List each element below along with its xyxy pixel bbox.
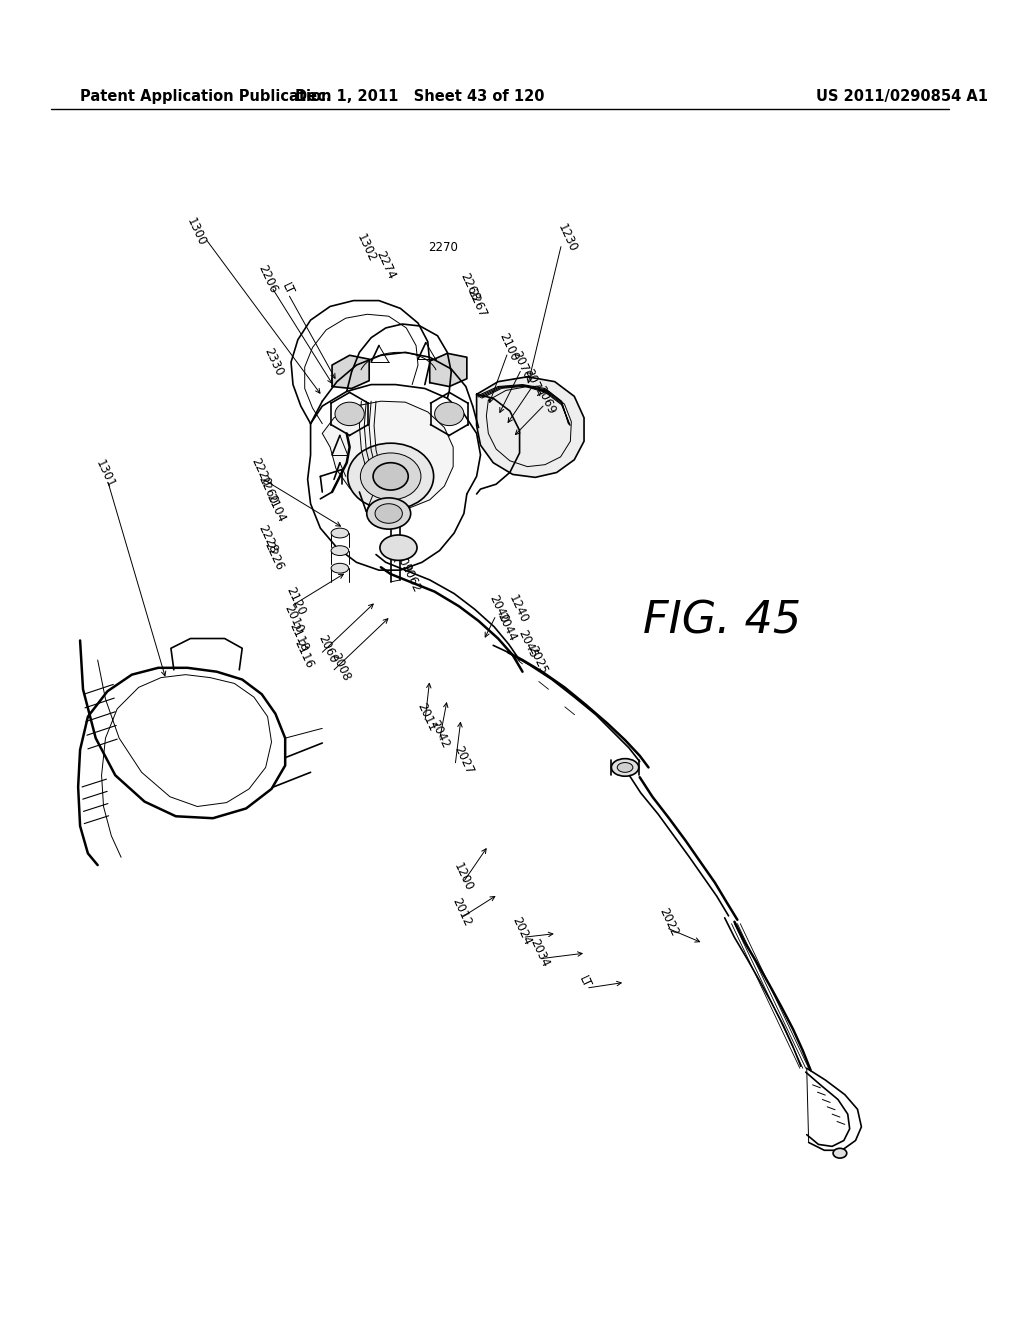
Text: 1300: 1300	[183, 216, 208, 248]
Ellipse shape	[331, 528, 348, 539]
Ellipse shape	[348, 444, 433, 510]
Text: FIG. 45: FIG. 45	[643, 599, 801, 643]
Text: 1200: 1200	[452, 861, 475, 894]
Text: US 2011/0290854 A1: US 2011/0290854 A1	[815, 88, 987, 104]
Text: 2034: 2034	[527, 937, 552, 969]
Text: 2260: 2260	[256, 474, 281, 507]
Text: 2104: 2104	[264, 491, 288, 524]
Text: 2069: 2069	[534, 384, 558, 417]
Text: 2100: 2100	[497, 331, 520, 364]
Text: 2024: 2024	[510, 915, 535, 948]
Ellipse shape	[360, 453, 421, 500]
Ellipse shape	[611, 759, 639, 776]
Polygon shape	[323, 401, 454, 508]
Text: Patent Application Publication: Patent Application Publication	[80, 88, 332, 104]
Text: 1302: 1302	[353, 231, 378, 264]
Text: 2118: 2118	[286, 620, 310, 653]
Text: 2042: 2042	[428, 718, 453, 751]
Polygon shape	[476, 376, 584, 478]
Text: 2267: 2267	[465, 288, 489, 319]
Text: 2060: 2060	[315, 634, 340, 665]
Ellipse shape	[335, 403, 365, 425]
Text: 2270: 2270	[428, 242, 458, 255]
Ellipse shape	[617, 763, 633, 772]
Text: 2226: 2226	[262, 540, 286, 573]
Text: 2045: 2045	[516, 628, 540, 660]
Text: 2012: 2012	[450, 896, 474, 928]
Text: 1240: 1240	[506, 593, 530, 626]
Text: 2010: 2010	[282, 603, 305, 635]
Text: 2070: 2070	[510, 348, 535, 381]
Text: 2044: 2044	[495, 611, 518, 643]
Text: 2040: 2040	[486, 593, 511, 626]
Text: 2220: 2220	[248, 457, 272, 488]
Text: LT: LT	[280, 281, 296, 297]
Ellipse shape	[331, 545, 348, 556]
Text: 2206: 2206	[256, 263, 281, 296]
Ellipse shape	[380, 535, 417, 561]
Text: 2330: 2330	[262, 346, 286, 379]
Text: 1309: 1309	[389, 544, 413, 577]
Text: 2062: 2062	[398, 562, 423, 594]
Text: Dec. 1, 2011   Sheet 43 of 120: Dec. 1, 2011 Sheet 43 of 120	[295, 88, 545, 104]
Text: 2025: 2025	[525, 644, 550, 676]
Ellipse shape	[375, 504, 402, 523]
Polygon shape	[332, 355, 370, 388]
Text: 2011: 2011	[414, 701, 438, 733]
Text: 2074: 2074	[521, 367, 546, 399]
Ellipse shape	[834, 1148, 847, 1158]
Text: 1230: 1230	[555, 222, 580, 255]
Text: 2274: 2274	[373, 249, 397, 281]
Text: 2228: 2228	[256, 523, 281, 556]
Text: 2268: 2268	[457, 271, 481, 304]
Ellipse shape	[367, 498, 411, 529]
Text: 2008: 2008	[328, 651, 352, 682]
Ellipse shape	[434, 403, 464, 425]
Ellipse shape	[331, 564, 348, 573]
Text: 2116: 2116	[291, 638, 315, 671]
Text: 2027: 2027	[452, 743, 475, 776]
Text: 2022: 2022	[656, 906, 681, 939]
Polygon shape	[430, 354, 467, 387]
Ellipse shape	[373, 463, 409, 490]
Text: LT: LT	[577, 974, 593, 990]
Text: 2120: 2120	[284, 585, 307, 618]
Text: 1301: 1301	[93, 458, 117, 491]
